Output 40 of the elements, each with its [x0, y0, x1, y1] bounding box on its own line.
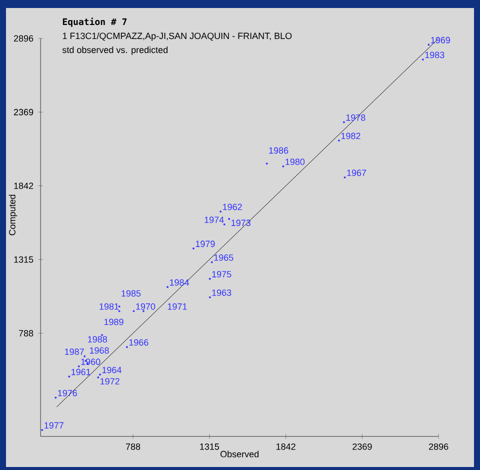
annotation: 1982 — [341, 132, 360, 140]
y-axis-title: Computed — [8, 194, 18, 236]
x-tick-label: 1315 — [200, 443, 220, 450]
annotation: 1977 — [44, 422, 64, 429]
chart-title: Equation # 7 — [62, 18, 127, 27]
annotation: 1983 — [425, 52, 444, 58]
annotation: 1964 — [102, 366, 122, 374]
annotation: 1985 — [122, 290, 141, 297]
annotation: 1962 — [222, 204, 242, 210]
annotation: 1975 — [212, 271, 232, 278]
x-tick-label: 2369 — [352, 443, 372, 450]
annotation: 1961 — [72, 368, 90, 376]
annotation: 1971 — [168, 303, 187, 310]
y-tick-label: 2896 — [14, 35, 34, 42]
annotation: 1981 — [100, 303, 119, 310]
x-tick-label: 788 — [126, 443, 140, 450]
x-axis-title: Observed — [220, 450, 259, 458]
chart-subtitle: 1 F13C1/QCMPAZZ,Ap-JI,SAN JOAQUIN - FRIANT, BLO — [62, 32, 292, 41]
annotation: 1980 — [286, 158, 305, 165]
annotation: 1968 — [90, 347, 109, 354]
annotation: 1988 — [88, 336, 107, 342]
annotation: 1989 — [104, 318, 124, 326]
annotation: 1965 — [214, 254, 234, 261]
annotation: 1970 — [136, 303, 156, 310]
annotation: 1987 — [65, 348, 84, 355]
annotation: std observed vs. predicted — [62, 46, 168, 55]
y-tick-label: 788 — [18, 330, 34, 336]
y-tick-label: 1315 — [14, 256, 34, 263]
y-tick-label: 1842 — [14, 182, 34, 190]
annotation: 1963 — [212, 289, 232, 296]
x-tick-label: 2896 — [429, 443, 448, 450]
annotation: 1966 — [129, 339, 148, 346]
annotation: 1960 — [81, 358, 100, 365]
annotation: 1972 — [100, 378, 120, 384]
x-tick-label: 1842 — [276, 443, 296, 450]
annotation: 1974 — [204, 216, 224, 224]
annotation: 1967 — [347, 170, 366, 176]
annotation: 1979 — [196, 240, 215, 248]
y-tick-label: 2369 — [14, 108, 34, 116]
annotation: 1986 — [269, 147, 288, 154]
